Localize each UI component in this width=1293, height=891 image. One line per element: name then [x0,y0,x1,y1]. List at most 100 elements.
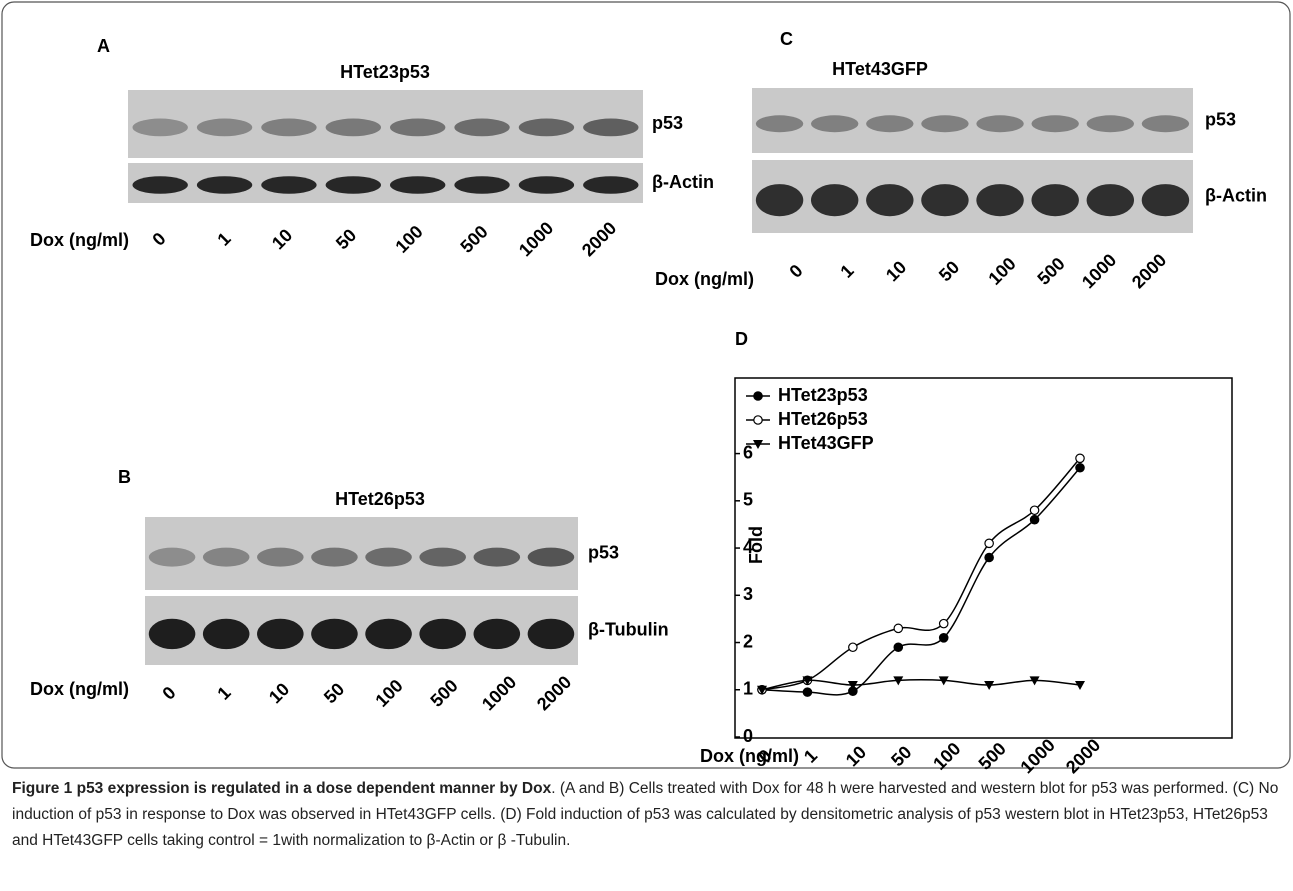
y-tick-label: 5 [743,490,753,510]
band [527,547,575,567]
series-line [761,678,1081,691]
dose-label: 2000 [578,218,620,260]
series-line [761,457,1081,691]
marker [848,642,858,653]
panel-title: HTet26p53 [335,489,425,509]
band-label: β-Tubulin [588,619,669,639]
band [518,176,575,194]
band [976,115,1024,133]
band [1141,115,1190,133]
x-tick-label: 2000 [1062,735,1104,777]
dose-label: 500 [1033,253,1068,288]
band [921,184,969,217]
panel-title: HTet23p53 [340,62,430,82]
band [1031,115,1079,133]
y-axis-label: Fold [746,526,766,564]
dose-label: 10 [268,225,296,253]
band [1086,115,1135,133]
y-tick-label: 2 [743,631,753,651]
band [311,547,358,567]
dose-label: 50 [935,257,963,285]
marker [893,642,904,653]
x-axis-label: Dox (ng/ml) [655,269,754,289]
marker [893,676,904,686]
band [257,618,304,650]
band [261,176,317,194]
dose-label: 0 [159,683,180,704]
band [132,176,188,194]
figure-frame [1,1,1291,769]
band [473,547,521,567]
marker [984,552,994,563]
panel-letter: A [97,36,110,56]
band [257,547,304,567]
dose-label: 10 [265,679,293,707]
dose-label: 500 [426,675,461,710]
band [365,547,412,567]
band-label: β-Actin [1205,185,1267,205]
band [390,176,446,194]
x-tick-label: 1 [800,746,821,767]
band [196,176,253,194]
legend-label: HTet43GFP [778,433,874,453]
band [148,618,196,650]
band-label: p53 [1205,109,1236,129]
marker [757,685,767,695]
y-tick-label: 0 [743,726,753,746]
marker [1075,453,1085,464]
band [365,618,412,650]
band [527,618,575,650]
dose-label: 2000 [533,672,575,714]
caption: Figure 1 p53 expression is regulated in … [12,776,1282,854]
caption-text: . (A and B) Cells treated with Dox for 4… [12,780,1279,849]
x-axis-label: Dox (ng/ml) [30,679,129,699]
x-axis-label: Dox (ng/ml) [30,230,129,250]
band [755,184,804,217]
dose-label: 1000 [515,218,557,260]
marker [984,681,995,691]
band [1141,184,1190,217]
marker [753,391,763,401]
x-tick-label: 10 [842,742,870,770]
band [921,115,969,133]
band [810,115,859,133]
y-tick-label: 6 [743,442,753,462]
marker [802,687,813,697]
dose-label: 2000 [1128,250,1170,292]
band [1031,184,1079,217]
band-label: p53 [652,113,683,133]
band [325,176,381,194]
marker [984,538,994,549]
band [132,118,188,137]
band-label: p53 [588,542,619,562]
band [976,184,1024,217]
marker [802,676,813,686]
marker [1029,514,1040,525]
band [518,118,575,137]
band [1086,184,1135,217]
y-tick-label: 1 [743,679,753,699]
band [454,118,510,137]
marker [847,681,858,691]
caption-title: Figure 1 p53 expression is regulated in … [12,780,552,797]
band [148,547,196,567]
y-tick-label: 4 [743,537,753,557]
marker [1029,505,1040,516]
plot-frame [734,377,1233,739]
dose-label: 1 [214,683,235,704]
marker [1029,676,1040,686]
dose-label: 100 [984,253,1019,288]
x-axis-label: Dox (ng/ml) [700,746,799,766]
band [419,547,466,567]
marker [1075,462,1085,473]
band [196,118,253,137]
x-tick-label: 1000 [1016,735,1058,777]
x-tick-label: 50 [887,742,915,770]
dose-label: 1 [214,229,235,250]
panel-letter: D [735,329,748,349]
marker [938,618,949,629]
dose-label: 1000 [1078,250,1120,292]
y-tick-label: 3 [743,584,753,604]
